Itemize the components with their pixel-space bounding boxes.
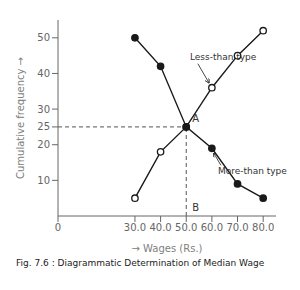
svg-text:60.0: 60.0 xyxy=(201,222,223,233)
svg-text:Cumulative frequency →: Cumulative frequency → xyxy=(15,57,26,179)
svg-text:More-than type: More-than type xyxy=(218,166,287,176)
svg-text:40.0: 40.0 xyxy=(149,222,171,233)
svg-text:30.0: 30.0 xyxy=(124,222,146,233)
svg-text:40: 40 xyxy=(37,68,50,79)
svg-text:20: 20 xyxy=(37,139,50,150)
svg-text:Less-than type: Less-than type xyxy=(190,52,257,62)
html-text:Fig. 7.6 : Diagrammatic Determ: Fig. 7.6 : Diagrammatic Determination of… xyxy=(16,258,265,268)
svg-text:25: 25 xyxy=(37,121,50,132)
svg-text:A: A xyxy=(192,113,199,124)
svg-text:0: 0 xyxy=(55,222,61,233)
svg-text:30: 30 xyxy=(37,104,50,115)
svg-text:B: B xyxy=(192,202,199,213)
svg-text:10: 10 xyxy=(37,175,50,186)
svg-text:→ Wages (Rs.): → Wages (Rs.) xyxy=(132,243,203,254)
svg-text:50.0: 50.0 xyxy=(175,222,197,233)
svg-text:70.0: 70.0 xyxy=(226,222,248,233)
svg-text:50: 50 xyxy=(37,32,50,43)
svg-text:80.0: 80.0 xyxy=(252,222,274,233)
